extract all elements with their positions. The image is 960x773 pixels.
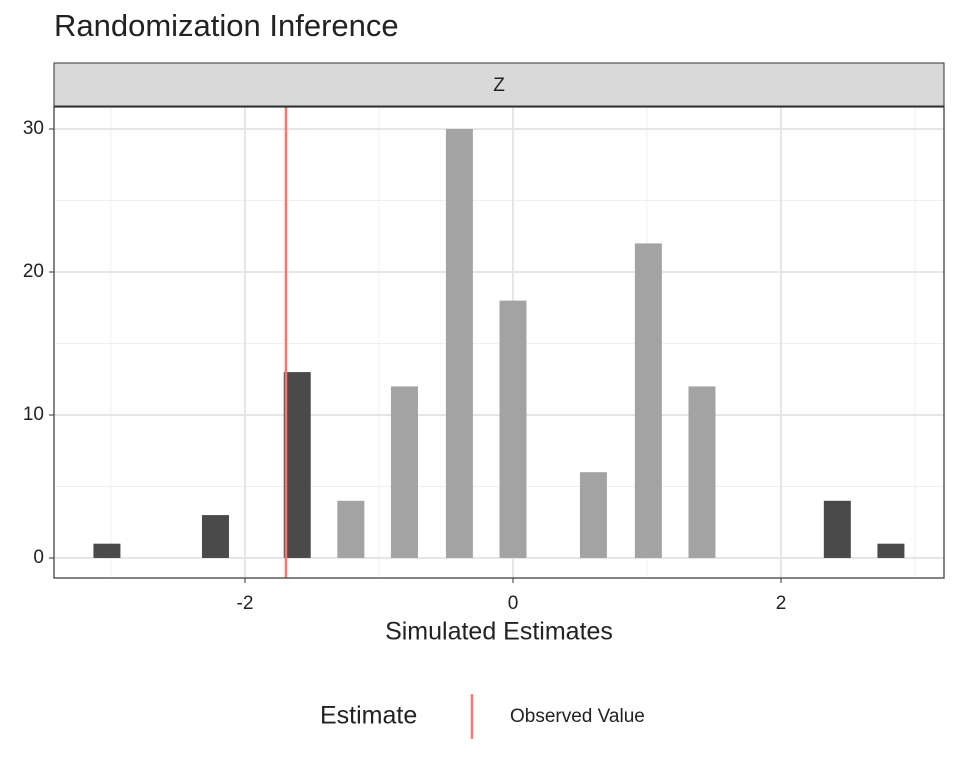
legend-title: Estimate xyxy=(320,702,417,730)
bar xyxy=(337,500,365,558)
chart-title: Randomization Inference xyxy=(54,8,399,43)
plot-border xyxy=(53,106,945,579)
bar xyxy=(390,386,418,558)
bar xyxy=(688,386,716,558)
x-axis-title: Simulated Estimates xyxy=(385,618,613,646)
y-tick-label: 10 xyxy=(23,404,44,425)
x-tick-label: 2 xyxy=(776,593,787,614)
x-tick-label: -2 xyxy=(237,593,254,614)
bar xyxy=(283,372,311,558)
facet-label: Z xyxy=(493,75,505,96)
x-tick-label: 0 xyxy=(508,593,519,614)
bar xyxy=(877,543,905,558)
y-tick-label: 0 xyxy=(33,547,44,568)
bar xyxy=(445,129,473,558)
y-tick-label: 20 xyxy=(23,261,44,282)
legend-label: Observed Value xyxy=(510,706,645,727)
facet-strip xyxy=(53,62,945,107)
bar xyxy=(93,543,121,558)
bar xyxy=(579,472,607,558)
bar xyxy=(823,500,851,558)
bar xyxy=(201,515,229,558)
y-tick-label: 30 xyxy=(23,118,44,139)
bar xyxy=(634,243,662,558)
bar xyxy=(499,300,527,558)
